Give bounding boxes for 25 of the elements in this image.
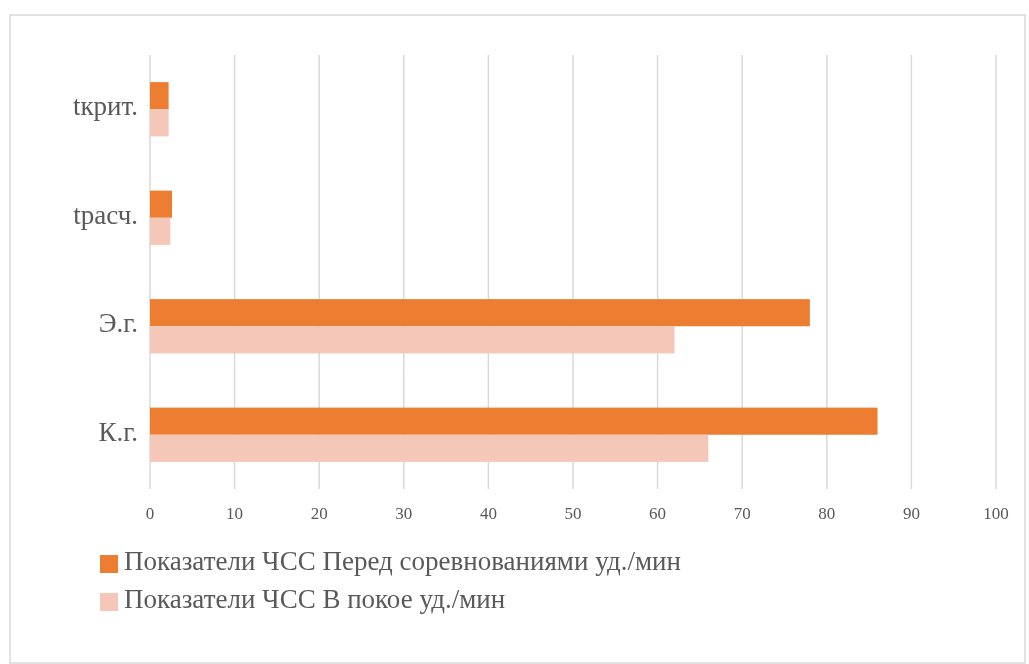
- legend-label: Показатели ЧСС В покое уд./мин: [124, 584, 506, 615]
- y-tick-label: tкрит.: [72, 91, 138, 122]
- bar: [150, 190, 172, 218]
- x-tick-label: 40: [479, 504, 497, 523]
- bar: [150, 299, 810, 327]
- legend-label: Показатели ЧСС Перед соревнованиями уд./мин: [124, 546, 681, 577]
- bar: [150, 109, 169, 137]
- bar: [150, 217, 171, 245]
- x-tick-label: 30: [395, 504, 413, 523]
- bar: [150, 326, 675, 354]
- x-tick-label: 70: [733, 504, 751, 523]
- bar: [150, 407, 878, 435]
- y-tick-label: tрасч.: [73, 199, 138, 230]
- y-tick-label: К.г.: [98, 416, 138, 447]
- y-tick-label: Э.г.: [98, 308, 138, 339]
- x-tick-label: 80: [818, 504, 836, 523]
- bar: [150, 434, 709, 462]
- x-tick-label: 0: [145, 504, 155, 523]
- x-tick-label: 90: [902, 504, 920, 523]
- x-tick-label: 20: [310, 504, 328, 523]
- x-tick-label: 10: [226, 504, 244, 523]
- x-tick-label: 60: [649, 504, 667, 523]
- bar: [150, 82, 169, 110]
- x-tick-label: 50: [564, 504, 582, 523]
- x-tick-label: 100: [983, 504, 1009, 523]
